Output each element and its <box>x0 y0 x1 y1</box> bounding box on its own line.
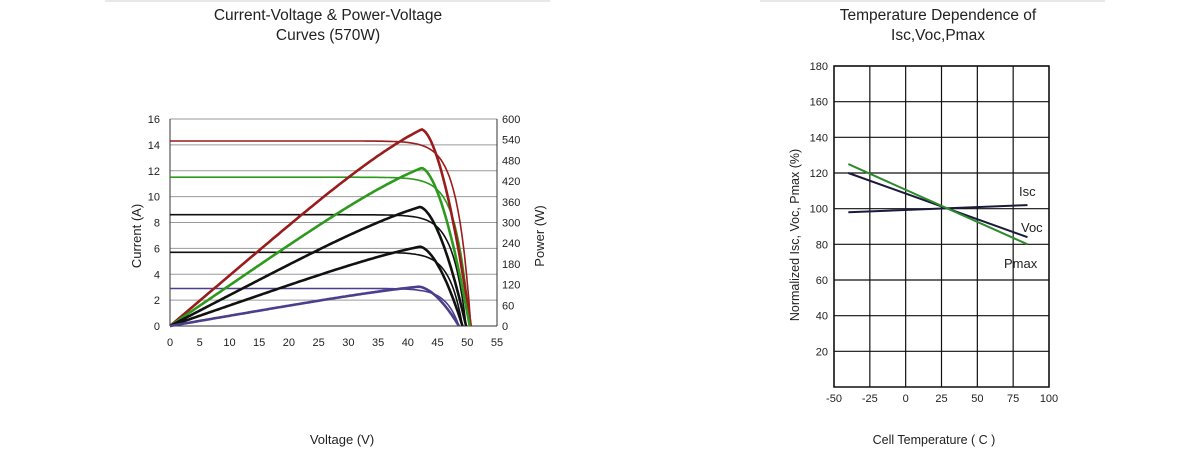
iv-chart-ticks: 0246810121416060120180240300360420480540… <box>148 114 521 349</box>
temp-chart-series-labels: Isc Voc Pmax <box>1004 184 1043 271</box>
pv-curve <box>169 166 471 328</box>
iv-y-tick-label: 12 <box>148 166 160 178</box>
iv-y-tick-label: 6 <box>154 243 160 255</box>
iv-x-tick-label: 20 <box>283 337 295 349</box>
temp-y-tick-label: 180 <box>810 61 828 73</box>
iv-chart-title-line-2: Curves (570W) <box>276 27 380 44</box>
temp-series-line-pmax <box>847 163 1028 246</box>
temp-series-label-pmax: Pmax <box>1004 256 1038 271</box>
iv-y-tick-label: 8 <box>154 218 160 230</box>
iv-y2-tick-label: 240 <box>502 238 520 250</box>
pv-curve <box>169 127 473 327</box>
temp-y-tick-label: 60 <box>816 275 828 287</box>
iv-x-tick-label: 25 <box>313 337 325 349</box>
temp-chart-grid <box>833 65 1050 388</box>
pv-curve <box>169 205 468 328</box>
temp-x-tick-label: -50 <box>826 393 842 405</box>
iv-y-tick-label: 14 <box>148 140 160 152</box>
iv-chart-ylabel: Current (A) <box>129 204 144 268</box>
pv-curve <box>169 285 461 328</box>
iv-x-tick-label: 50 <box>461 337 473 349</box>
temp-y-tick-label: 100 <box>810 204 828 216</box>
iv-y-tick-label: 0 <box>154 321 160 333</box>
temp-x-tick-label: 0 <box>903 393 909 405</box>
iv-curve <box>170 140 472 327</box>
temp-x-tick-label: 25 <box>935 393 947 405</box>
iv-x-tick-label: 5 <box>197 337 203 349</box>
iv-x-tick-label: 55 <box>491 337 503 349</box>
iv-y2-tick-label: 60 <box>502 300 514 312</box>
iv-x-tick-label: 15 <box>253 337 265 349</box>
temp-chart-title-line-2: Isc,Voc,Pmax <box>891 27 985 44</box>
iv-chart-curves <box>169 127 473 328</box>
iv-chart-title-line-1: Current-Voltage & Power-Voltage <box>214 7 442 24</box>
iv-chart-y2label: Power (W) <box>532 205 547 266</box>
temp-x-tick-label: 75 <box>1007 393 1019 405</box>
temp-y-tick-label: 40 <box>816 311 828 323</box>
iv-x-tick-label: 10 <box>223 337 235 349</box>
iv-x-tick-label: 35 <box>372 337 384 349</box>
iv-y-tick-label: 2 <box>154 295 160 307</box>
iv-y-tick-label: 4 <box>154 269 160 281</box>
iv-y2-tick-label: 180 <box>502 259 520 271</box>
iv-y-tick-label: 16 <box>148 114 160 126</box>
temp-chart-ticks: 20 40 60 80 100 120 140 160 180 -50 -25 0 25 50 75 100 <box>810 61 1059 405</box>
iv-pv-chart: Current-Voltage & Power-Voltage Curves (… <box>129 7 547 447</box>
iv-y2-tick-label: 0 <box>502 321 508 333</box>
temp-y-tick-label: 160 <box>810 97 828 109</box>
iv-curve <box>170 176 471 327</box>
temp-chart-title-line-1: Temperature Dependence of <box>840 7 1037 24</box>
iv-y2-tick-label: 540 <box>502 135 520 147</box>
temperature-chart: Temperature Dependence of Isc,Voc,Pmax 2… <box>788 7 1058 447</box>
temp-x-tick-label: -25 <box>862 393 878 405</box>
temp-plot-frame <box>833 65 1050 388</box>
iv-y-tick-label: 10 <box>148 192 160 204</box>
temp-y-tick-label: 80 <box>816 239 828 251</box>
temp-chart-ylabel: Normalized Isc, Voc, Pmax (%) <box>788 149 802 321</box>
temp-series-label-isc: Isc <box>1019 184 1036 199</box>
temp-chart-lines <box>847 163 1028 246</box>
iv-x-tick-label: 45 <box>431 337 443 349</box>
temp-series-label-voc: Voc <box>1021 220 1043 235</box>
iv-y2-tick-label: 120 <box>502 280 520 292</box>
temp-x-tick-label: 100 <box>1040 393 1058 405</box>
iv-x-tick-label: 30 <box>342 337 354 349</box>
iv-curve <box>170 287 460 327</box>
iv-x-tick-label: 40 <box>402 337 414 349</box>
temp-series-line-isc <box>848 204 1028 214</box>
temp-chart-xlabel: Cell Temperature ( C ) <box>873 433 996 447</box>
iv-chart-xlabel: Voltage (V) <box>310 432 374 447</box>
iv-y2-tick-label: 420 <box>502 176 520 188</box>
pv-curve <box>169 245 464 328</box>
temp-y-tick-label: 20 <box>816 346 828 358</box>
iv-y2-tick-label: 600 <box>502 114 520 126</box>
iv-curve <box>170 213 467 327</box>
temp-y-tick-label: 140 <box>810 132 828 144</box>
temp-x-tick-label: 50 <box>971 393 983 405</box>
iv-y2-tick-label: 300 <box>502 218 520 230</box>
temp-y-tick-label: 120 <box>810 168 828 180</box>
iv-x-tick-label: 0 <box>167 337 173 349</box>
iv-y2-tick-label: 360 <box>502 197 520 209</box>
iv-chart-grid <box>169 118 498 327</box>
iv-y2-tick-label: 480 <box>502 155 520 167</box>
